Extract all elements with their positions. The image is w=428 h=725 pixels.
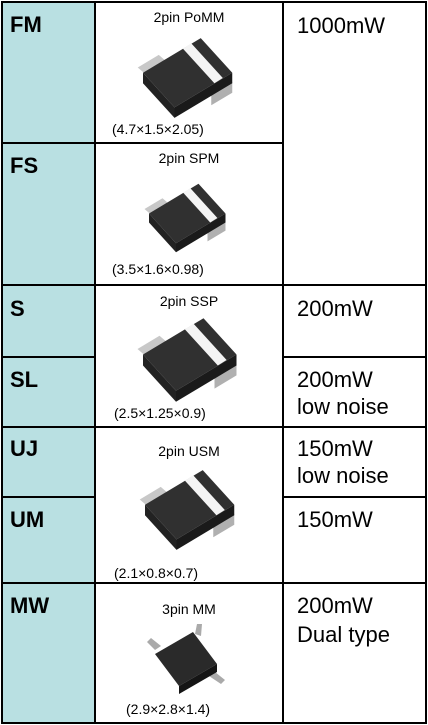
package-name: 2pin PoMM <box>154 9 225 25</box>
code: UJ <box>10 436 38 461</box>
power-line: 150mW <box>297 507 373 532</box>
code: MW <box>10 593 49 618</box>
package-name: 2pin SPM <box>159 150 220 166</box>
power-line: 150mW <box>297 436 373 461</box>
chip-image <box>139 470 235 550</box>
power-line: 200mW <box>297 367 373 392</box>
package-dims: (2.9×2.8×1.4) <box>126 701 210 717</box>
power: 200mW Dual type <box>297 593 390 647</box>
code: SL <box>10 367 38 392</box>
package-name: 2pin USM <box>158 443 219 459</box>
power-line: Dual type <box>297 622 390 647</box>
power-line: 1000mW <box>297 13 385 38</box>
code: UM <box>10 507 44 532</box>
code-column-bg <box>2 2 95 723</box>
package-name: 3pin MM <box>162 601 216 617</box>
power: 200mW <box>297 296 373 321</box>
package-dims: (2.5×1.25×0.9) <box>114 405 206 421</box>
chip-image <box>147 624 225 694</box>
code: FM <box>10 12 42 37</box>
chip-image <box>144 183 226 253</box>
power-line: low noise <box>297 463 389 488</box>
package-name: 2pin SSP <box>160 293 218 309</box>
code: S <box>10 296 25 321</box>
chip-image <box>137 38 233 118</box>
power: 1000mW <box>297 13 385 38</box>
power: 150mW <box>297 507 373 532</box>
code: FS <box>10 153 38 178</box>
power: 150mW low noise <box>297 436 389 488</box>
chip-image <box>137 318 237 402</box>
power-line: 200mW <box>297 296 373 321</box>
package-dims: (3.5×1.6×0.98) <box>112 261 204 277</box>
power: 200mW low noise <box>297 367 389 419</box>
power-line: 200mW <box>297 593 373 618</box>
package-dims: (2.1×0.8×0.7) <box>114 565 198 581</box>
power-line: low noise <box>297 394 389 419</box>
package-dims: (4.7×1.5×2.05) <box>112 121 204 137</box>
